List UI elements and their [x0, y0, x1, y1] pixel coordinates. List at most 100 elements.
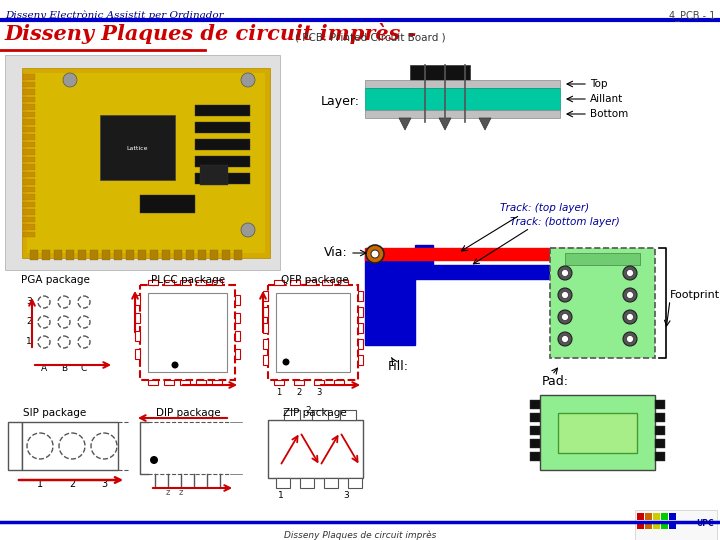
Bar	[530, 426, 540, 435]
Bar	[530, 400, 540, 409]
Circle shape	[623, 310, 637, 324]
Text: 4_PCB - 1: 4_PCB - 1	[669, 10, 715, 21]
Text: PLCC package: PLCC package	[151, 275, 225, 285]
Bar	[42, 250, 50, 260]
Bar	[164, 280, 174, 285]
Text: 2: 2	[305, 406, 311, 415]
Circle shape	[626, 314, 634, 321]
Bar	[23, 172, 35, 177]
Bar	[30, 250, 38, 260]
Circle shape	[78, 316, 90, 328]
Bar	[358, 339, 363, 349]
Circle shape	[558, 266, 572, 280]
Bar	[540, 395, 655, 470]
Bar	[135, 313, 140, 323]
Bar	[23, 134, 35, 139]
Text: Fill:: Fill:	[388, 360, 409, 373]
Circle shape	[78, 296, 90, 308]
Bar	[135, 349, 140, 359]
Circle shape	[626, 335, 634, 342]
Bar	[22, 68, 270, 258]
Bar	[410, 65, 470, 80]
Text: Aillant: Aillant	[590, 94, 624, 104]
Bar	[635, 510, 717, 540]
Bar	[645, 513, 652, 520]
Circle shape	[63, 73, 77, 87]
Bar	[263, 355, 268, 365]
Circle shape	[58, 336, 70, 348]
Text: 1: 1	[278, 491, 284, 500]
Bar	[358, 307, 363, 317]
Text: 3: 3	[26, 298, 32, 307]
Bar	[210, 250, 218, 260]
Circle shape	[558, 310, 572, 324]
Bar	[276, 293, 350, 372]
Circle shape	[241, 73, 255, 87]
Bar	[274, 280, 284, 285]
Bar	[180, 380, 190, 385]
Bar	[138, 250, 146, 260]
Bar	[358, 291, 363, 301]
Text: SIP package: SIP package	[23, 408, 86, 418]
Bar	[5, 55, 280, 270]
Text: B: B	[61, 364, 67, 373]
Bar	[324, 478, 338, 488]
Circle shape	[366, 245, 384, 263]
Bar	[235, 313, 240, 323]
Bar	[637, 522, 644, 529]
Bar	[23, 126, 35, 132]
Bar	[558, 413, 637, 453]
Circle shape	[38, 336, 50, 348]
Bar	[268, 420, 363, 478]
Bar	[312, 410, 328, 420]
Bar	[23, 119, 35, 125]
Circle shape	[241, 223, 255, 237]
Bar	[126, 250, 134, 260]
Bar	[100, 115, 175, 180]
Bar	[90, 250, 98, 260]
Bar	[645, 522, 652, 529]
Circle shape	[623, 332, 637, 346]
Text: 3: 3	[316, 388, 322, 397]
Bar	[550, 248, 655, 358]
Bar	[66, 250, 74, 260]
Text: C: C	[81, 364, 87, 373]
Text: Footprint:: Footprint:	[670, 290, 720, 300]
Bar	[140, 285, 235, 380]
Bar	[23, 217, 35, 222]
Text: UPC: UPC	[696, 519, 714, 529]
Circle shape	[59, 433, 85, 459]
Bar	[135, 295, 140, 305]
Bar	[365, 255, 415, 345]
Bar	[148, 293, 227, 372]
Bar	[200, 165, 228, 185]
Bar	[195, 122, 250, 133]
Bar	[294, 380, 304, 385]
Bar	[306, 280, 316, 285]
Bar	[23, 209, 35, 214]
Text: 2: 2	[69, 479, 75, 489]
Bar	[23, 186, 35, 192]
Bar	[235, 295, 240, 305]
Text: Disseny Electrònic Assistit per Ordinador: Disseny Electrònic Assistit per Ordinado…	[5, 10, 224, 19]
Bar	[198, 250, 206, 260]
Text: 1: 1	[276, 388, 282, 397]
Text: DIP package: DIP package	[156, 408, 220, 418]
Circle shape	[27, 433, 53, 459]
Bar	[150, 250, 158, 260]
Bar	[655, 452, 665, 461]
Bar	[164, 380, 174, 385]
Bar	[195, 173, 250, 184]
Bar	[263, 323, 268, 333]
Bar	[365, 110, 560, 118]
Text: z: z	[179, 488, 183, 497]
Bar	[140, 195, 195, 213]
Circle shape	[371, 250, 379, 258]
Circle shape	[171, 361, 179, 368]
Bar	[23, 89, 35, 94]
Text: Track: (bottom layer): Track: (bottom layer)	[510, 217, 620, 227]
Bar	[162, 250, 170, 260]
Bar	[186, 250, 194, 260]
Circle shape	[562, 314, 569, 321]
Text: z: z	[166, 488, 170, 497]
